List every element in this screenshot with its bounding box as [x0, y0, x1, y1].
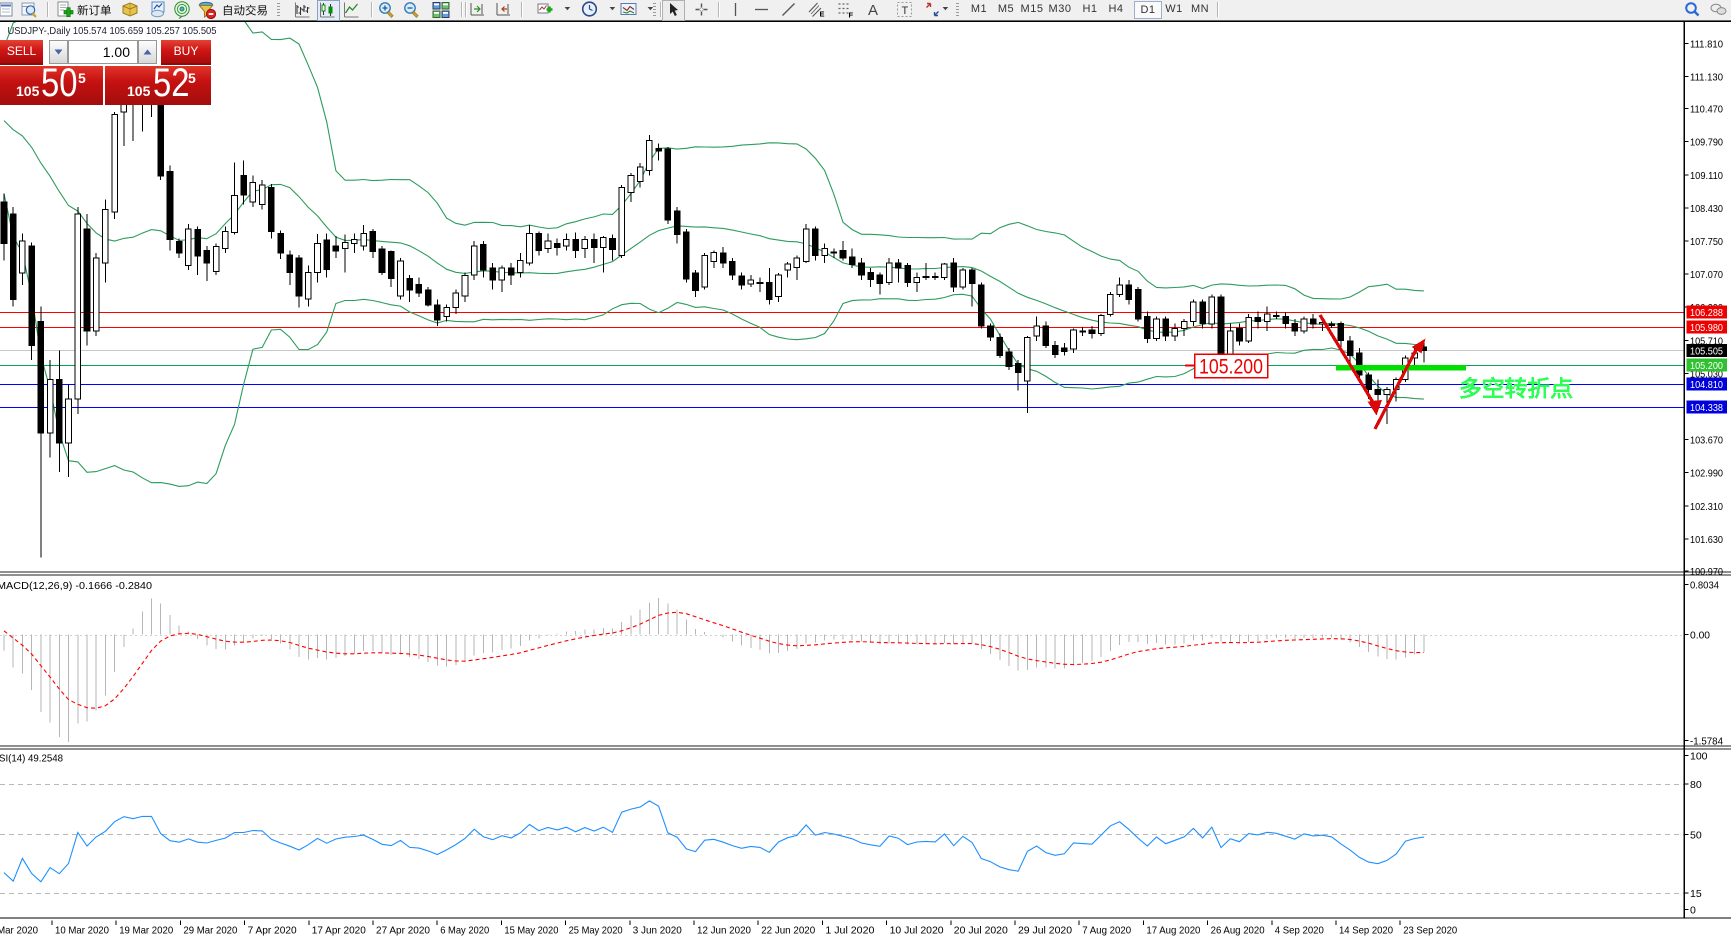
svg-text:100.970: 100.970: [1690, 566, 1723, 578]
svg-text:22 Jun 2020: 22 Jun 2020: [761, 925, 815, 937]
svg-text:MACD(12,26,9) -0.1666 -0.2840: MACD(12,26,9) -0.1666 -0.2840: [0, 580, 152, 592]
svg-text:19 Mar 2020: 19 Mar 2020: [119, 925, 173, 937]
svg-text:7 Apr 2020: 7 Apr 2020: [248, 925, 297, 937]
svg-text:20 Jul 2020: 20 Jul 2020: [954, 925, 1008, 937]
svg-text:50: 50: [1690, 829, 1702, 841]
svg-text:T: T: [902, 5, 909, 17]
svg-text:12 Jun 2020: 12 Jun 2020: [697, 925, 751, 937]
svg-text:106.288: 106.288: [1690, 307, 1723, 319]
svg-text:E: E: [820, 10, 825, 19]
svg-text:110.470: 110.470: [1690, 104, 1723, 116]
svg-text:15 May 2020: 15 May 2020: [504, 925, 558, 937]
svg-text:0.8034: 0.8034: [1690, 580, 1719, 592]
svg-text:10 Mar 2020: 10 Mar 2020: [55, 925, 109, 937]
svg-text:109.790: 109.790: [1690, 137, 1723, 149]
svg-text:0: 0: [1690, 904, 1696, 916]
svg-text:103.670: 103.670: [1690, 435, 1723, 447]
svg-text:111.810: 111.810: [1690, 38, 1723, 50]
svg-text:23 Sep 2020: 23 Sep 2020: [1403, 925, 1457, 937]
svg-text:105.200: 105.200: [1199, 356, 1263, 379]
svg-text:4 Sep 2020: 4 Sep 2020: [1275, 925, 1324, 937]
svg-text:USDJPY-,Daily 105.574 105.659: USDJPY-,Daily 105.574 105.659 105.257 10…: [8, 25, 217, 37]
svg-text:29 Jul 2020: 29 Jul 2020: [1018, 925, 1072, 937]
svg-text:108.430: 108.430: [1690, 203, 1723, 215]
svg-text:0.00: 0.00: [1690, 630, 1710, 642]
svg-text:111.130: 111.130: [1690, 72, 1723, 84]
svg-text:6 May 2020: 6 May 2020: [440, 925, 489, 937]
svg-text:2 Mar 2020: 2 Mar 2020: [0, 925, 38, 937]
svg-text:15: 15: [1690, 888, 1702, 900]
svg-text:29 Mar 2020: 29 Mar 2020: [183, 925, 237, 937]
svg-text:-1.5784: -1.5784: [1690, 736, 1723, 748]
svg-text:101.630: 101.630: [1690, 534, 1723, 546]
svg-text:100: 100: [1690, 750, 1708, 762]
svg-text:80: 80: [1690, 779, 1702, 791]
svg-text:104.338: 104.338: [1690, 402, 1723, 414]
svg-text:F: F: [849, 11, 854, 20]
svg-text:107.070: 107.070: [1690, 269, 1723, 281]
svg-text:102.310: 102.310: [1690, 501, 1723, 513]
svg-text:105.200: 105.200: [1690, 360, 1723, 372]
svg-text:102.990: 102.990: [1690, 468, 1723, 480]
svg-text:107.750: 107.750: [1690, 236, 1723, 248]
svg-text:10 Jul 2020: 10 Jul 2020: [890, 925, 944, 937]
svg-text:1 Jul 2020: 1 Jul 2020: [825, 925, 874, 937]
svg-text:17 Apr 2020: 17 Apr 2020: [312, 925, 366, 937]
svg-text:3 Jun 2020: 3 Jun 2020: [633, 925, 682, 937]
svg-text:27 Apr 2020: 27 Apr 2020: [376, 925, 430, 937]
svg-text:25 May 2020: 25 May 2020: [569, 925, 623, 937]
svg-text:105.505: 105.505: [1690, 345, 1723, 357]
svg-text:17 Aug 2020: 17 Aug 2020: [1146, 925, 1200, 937]
svg-text:105.980: 105.980: [1690, 322, 1723, 334]
svg-text:7 Aug 2020: 7 Aug 2020: [1082, 925, 1131, 937]
svg-text:14 Sep 2020: 14 Sep 2020: [1339, 925, 1393, 937]
svg-text:109.110: 109.110: [1690, 170, 1723, 182]
svg-text:26 Aug 2020: 26 Aug 2020: [1211, 925, 1265, 937]
svg-text:104.810: 104.810: [1690, 379, 1723, 391]
svg-text:RSI(14) 49.2548: RSI(14) 49.2548: [0, 753, 63, 765]
